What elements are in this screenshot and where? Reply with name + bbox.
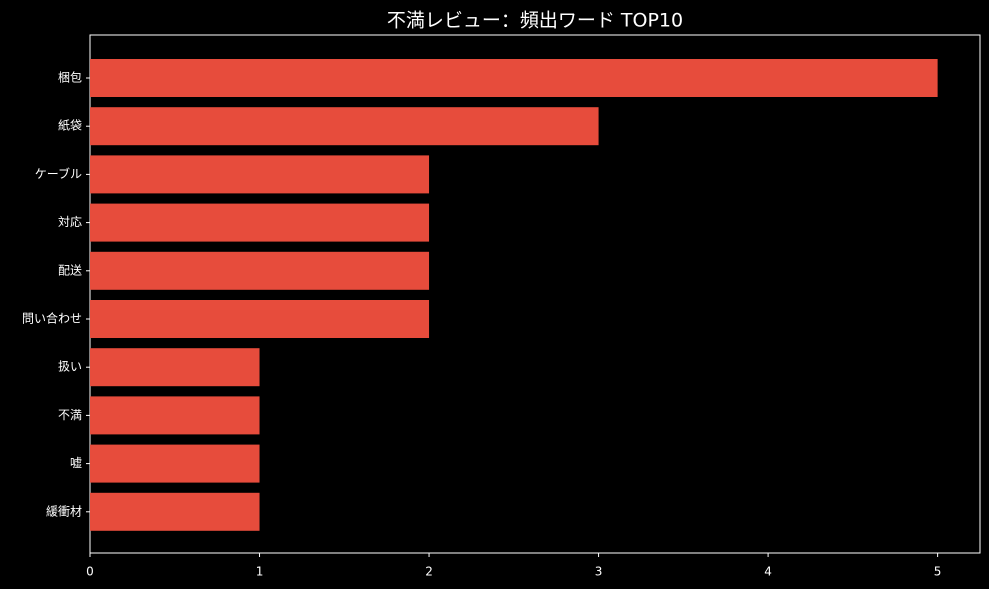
y-tick-label: 紙袋 bbox=[58, 118, 82, 133]
x-tick-label: 4 bbox=[764, 565, 772, 579]
y-tick-label: 嘘 bbox=[70, 456, 82, 470]
chart-title: 不満レビュー：頻出ワード TOP10 bbox=[387, 10, 683, 32]
y-tick-label: 対応 bbox=[58, 215, 82, 229]
bar bbox=[90, 348, 260, 387]
bar bbox=[90, 59, 938, 97]
plot-frame bbox=[89, 34, 981, 554]
y-tick-label: 配送 bbox=[58, 262, 82, 277]
bar bbox=[90, 107, 599, 146]
bar bbox=[90, 300, 430, 338]
x-tick-label: 0 bbox=[86, 565, 94, 579]
bar bbox=[90, 155, 430, 194]
y-tick-label: 問い合わせ bbox=[22, 311, 82, 326]
y-tick-label: ケーブル bbox=[35, 166, 82, 181]
y-tick-label: 扱い bbox=[58, 360, 82, 374]
x-tick-label: 5 bbox=[934, 565, 942, 579]
bar bbox=[90, 444, 260, 483]
bar bbox=[90, 396, 260, 435]
y-tick-label: 緩衝材 bbox=[46, 504, 82, 518]
y-tick-label: 不満 bbox=[58, 408, 82, 422]
bar bbox=[90, 492, 260, 531]
y-tick-label: 梱包 bbox=[58, 71, 82, 85]
bar bbox=[90, 203, 430, 242]
bar bbox=[90, 251, 430, 290]
x-tick-label: 1 bbox=[256, 565, 264, 579]
x-tick-label: 3 bbox=[595, 565, 603, 579]
x-tick-label: 2 bbox=[425, 565, 433, 579]
